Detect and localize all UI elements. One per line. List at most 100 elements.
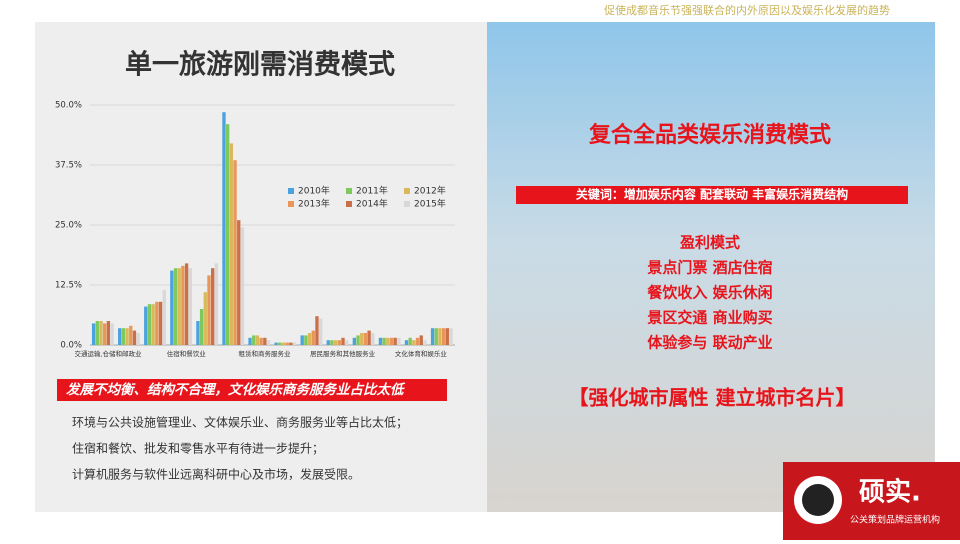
bar (397, 337, 401, 345)
bar (311, 330, 315, 345)
bar (95, 321, 99, 345)
bar (211, 268, 215, 345)
bar (91, 323, 96, 345)
bullet: 住宿和餐饮、批发和零售水平有待进一步提升； (72, 441, 324, 456)
keywords-bg (516, 186, 908, 204)
bar (118, 328, 122, 345)
bar (330, 340, 334, 345)
bar (441, 328, 446, 345)
bar (237, 220, 241, 345)
bar (408, 337, 412, 345)
bar (300, 335, 304, 345)
y-tick-label: 12.5% (55, 281, 82, 291)
bar (222, 112, 226, 345)
bar (199, 309, 204, 345)
bar (304, 335, 308, 345)
bar (177, 268, 181, 345)
bar (274, 342, 278, 345)
bar (337, 340, 342, 345)
bar (252, 335, 256, 345)
bar (393, 337, 397, 345)
profit-line: 景区交通 商业购买 (647, 309, 772, 327)
bar (289, 342, 293, 345)
legend-swatch (404, 201, 410, 207)
bar (196, 321, 200, 345)
bar (419, 335, 423, 345)
bar (360, 333, 364, 345)
bar (326, 340, 330, 345)
bar (352, 337, 356, 345)
bar (389, 337, 394, 345)
left-panel (35, 22, 487, 512)
bar (214, 263, 219, 345)
x-tick-label: 租赁和商务服务业 (238, 349, 291, 358)
chart-title: 单一旅游刚需消费模式 (125, 49, 395, 81)
bar (315, 316, 319, 345)
y-tick-label: 25.0% (55, 221, 82, 231)
bar (285, 342, 289, 345)
bullet: 环境与公共设施管理业、文体娱乐业、商务服务业等占比太低； (72, 415, 408, 430)
logo-emblem-inner (802, 484, 834, 516)
left-banner-bg (57, 379, 447, 401)
bar (184, 263, 189, 345)
bar (415, 337, 420, 345)
bar (248, 337, 252, 345)
bar (188, 268, 192, 345)
bar (162, 289, 166, 345)
bar (341, 337, 345, 345)
bar (99, 321, 103, 345)
bar (345, 340, 349, 345)
slogan: 【强化城市属性 建立城市名片】 (569, 386, 856, 410)
legend-label: 2015年 (414, 198, 446, 210)
bar (278, 342, 282, 345)
bar (158, 301, 163, 345)
bar (132, 330, 137, 345)
bar (103, 323, 107, 345)
legend-swatch (288, 201, 294, 207)
bar (363, 333, 368, 345)
y-tick-label: 0.0% (60, 341, 82, 351)
bar (233, 160, 237, 345)
right-title: 复合全品类娱乐消费模式 (588, 122, 831, 148)
bar (155, 301, 159, 345)
bar (412, 340, 416, 345)
bar (438, 328, 442, 345)
bar (445, 328, 449, 345)
bar (430, 328, 435, 345)
bar (382, 337, 386, 345)
y-tick-label: 50.0% (55, 101, 82, 111)
legend-swatch (404, 188, 410, 194)
bar (404, 340, 409, 345)
bar (144, 306, 148, 345)
bar (255, 335, 260, 345)
logo-name: 硕实. (859, 477, 921, 508)
bullet: 计算机服务与软件业远离科研中心及市场，发展受限。 (72, 467, 360, 482)
bar (106, 321, 111, 345)
x-tick-label: 交通运输,仓储和邮政业 (74, 349, 142, 358)
legend-swatch (346, 201, 352, 207)
logo-tagline: 公关策划品牌运营机构 (850, 514, 940, 526)
legend-label: 2013年 (298, 198, 330, 210)
profit-line: 餐饮收入 娱乐休闲 (647, 284, 772, 302)
bar (292, 342, 297, 345)
legend-label: 2012年 (414, 185, 446, 197)
legend-label: 2010年 (298, 185, 330, 197)
bar (229, 143, 234, 345)
legend-label: 2014年 (356, 198, 388, 210)
bar (356, 335, 360, 345)
bar (378, 337, 383, 345)
bar (173, 268, 178, 345)
bar (147, 304, 152, 345)
bar (307, 333, 312, 345)
y-tick-label: 37.5% (55, 161, 82, 171)
bar (181, 265, 185, 345)
bar (240, 227, 245, 345)
bar (110, 323, 114, 345)
bar (170, 270, 174, 345)
legend-swatch (346, 188, 352, 194)
bar (371, 333, 375, 345)
bar (449, 328, 453, 345)
bar (207, 275, 211, 345)
x-tick-label: 住宿和餐饮业 (167, 349, 207, 358)
